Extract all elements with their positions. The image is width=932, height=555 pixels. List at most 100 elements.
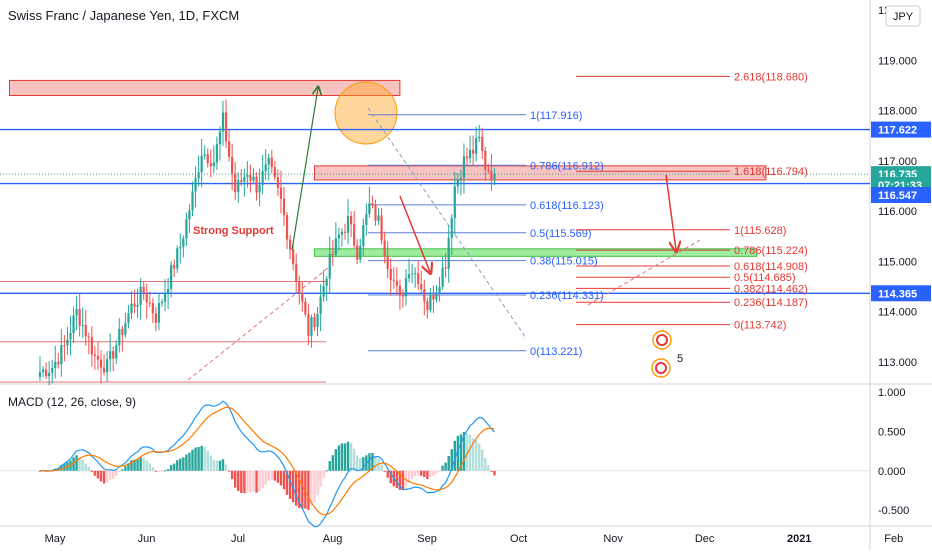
candle-body [368,203,371,214]
price-tick-label: 116.000 [878,206,917,218]
macd-histogram-bar [441,465,444,471]
candle-body [154,313,157,323]
macd-histogram-bar [173,463,176,471]
macd-histogram-bar [356,455,359,471]
candle-body [365,213,368,226]
candle-body [453,186,456,218]
candle-body [173,265,176,269]
macd-histogram-bar [374,456,377,471]
candle-body [157,303,161,323]
candle-body [124,323,127,335]
price-tag-label: 116.547 [878,190,917,202]
time-tick-label: May [45,533,66,545]
candle-body [295,263,298,282]
candle-body [407,274,411,279]
macd-histogram-bar [337,445,341,471]
macd-histogram-bar [313,470,316,502]
fib-left-label-5: 0.236(114.331) [530,290,604,302]
macd-histogram-bar [151,467,155,471]
candle-body [231,156,234,174]
macd-histogram-bar [218,460,222,471]
price-tick-label: 117.000 [878,156,917,168]
candle-body [468,149,472,159]
macd-histogram-bar [115,470,118,476]
candle-body [243,176,246,182]
macd-histogram-bar [246,470,249,493]
candle-body [237,180,240,193]
candle-body [450,217,453,238]
macd-histogram-bar [148,463,151,471]
candle-body [417,273,420,285]
macd-histogram-bar [401,470,405,491]
time-tick-label: Nov [603,533,623,545]
fib-right-label-3: 0.786(115.224) [734,245,808,257]
macd-histogram-bar [252,470,255,492]
candle-body [307,314,310,336]
macd-histogram-bar [407,470,411,483]
candle-body [176,248,179,269]
candle-body [139,286,142,305]
zone-red-0 [9,79,401,96]
macd-histogram-bar [279,470,283,486]
macd-histogram-bar [325,470,328,472]
price-tag-label: 117.622 [878,125,917,137]
macd-layer [0,400,870,528]
candle-body [386,256,389,269]
price-tick-label: 115.000 [878,256,917,268]
fib-left-label-1: 0.786(116.912) [530,160,604,172]
candle-body [45,369,48,377]
macd-histogram-bar [249,470,252,493]
candle-body [362,225,365,247]
macd-histogram-bar [404,470,408,487]
candle-body [459,177,462,180]
candle-body [218,131,222,145]
signal-line [39,406,495,516]
macd-histogram-bar [112,470,115,479]
time-tick-label: Sep [417,533,437,545]
macd-histogram-bar [240,470,243,494]
candle-body [148,302,151,304]
candle-body [487,169,490,172]
macd-histogram-bar [157,470,161,472]
macd-histogram-bar [285,470,289,495]
macd-histogram-bar [459,434,463,471]
currency-badge[interactable] [885,5,921,27]
candle-body [145,292,148,303]
macd-histogram-bar [75,455,78,471]
candle-body [191,191,194,211]
time-tick-label: Dec [695,533,715,545]
price-tick-label: 119.000 [878,55,917,67]
candle-body [319,296,322,315]
fib-left-label-3: 0.5(115.569) [530,228,592,240]
time-tick-label: 2021 [787,533,811,545]
candle-body [490,171,493,180]
fib-right-label-8: 0(113.742) [734,320,786,332]
dashed-trend-2 [367,107,527,339]
target-icon [651,358,671,378]
candle-body [69,333,72,340]
candle-body [200,155,203,173]
macd-histogram-bar [352,448,356,471]
zones-layer [9,79,767,257]
macd-histogram-bar [368,453,371,471]
macd-histogram-bar [78,457,81,471]
macd-tick-label: -0.500 [878,505,909,517]
candle-body [334,238,337,255]
macd-histogram-bar [288,470,292,499]
candle-body [228,141,231,157]
candle-body [472,149,475,154]
fib-right-label-2: 1(115.628) [734,225,786,237]
candle-body [340,231,344,235]
time-tick-label: Jul [231,533,245,545]
candle-body [75,308,78,316]
macd-histogram-bar [261,470,264,489]
candle-body [289,239,292,250]
chart-title: Swiss Franc / Japanese Yen, 1D, FXCM [8,8,239,23]
candle-body [185,219,188,239]
macd-histogram-bar [322,470,325,478]
candle-body [398,285,401,296]
macd-histogram-bar [435,470,438,474]
candle-body [57,361,60,365]
